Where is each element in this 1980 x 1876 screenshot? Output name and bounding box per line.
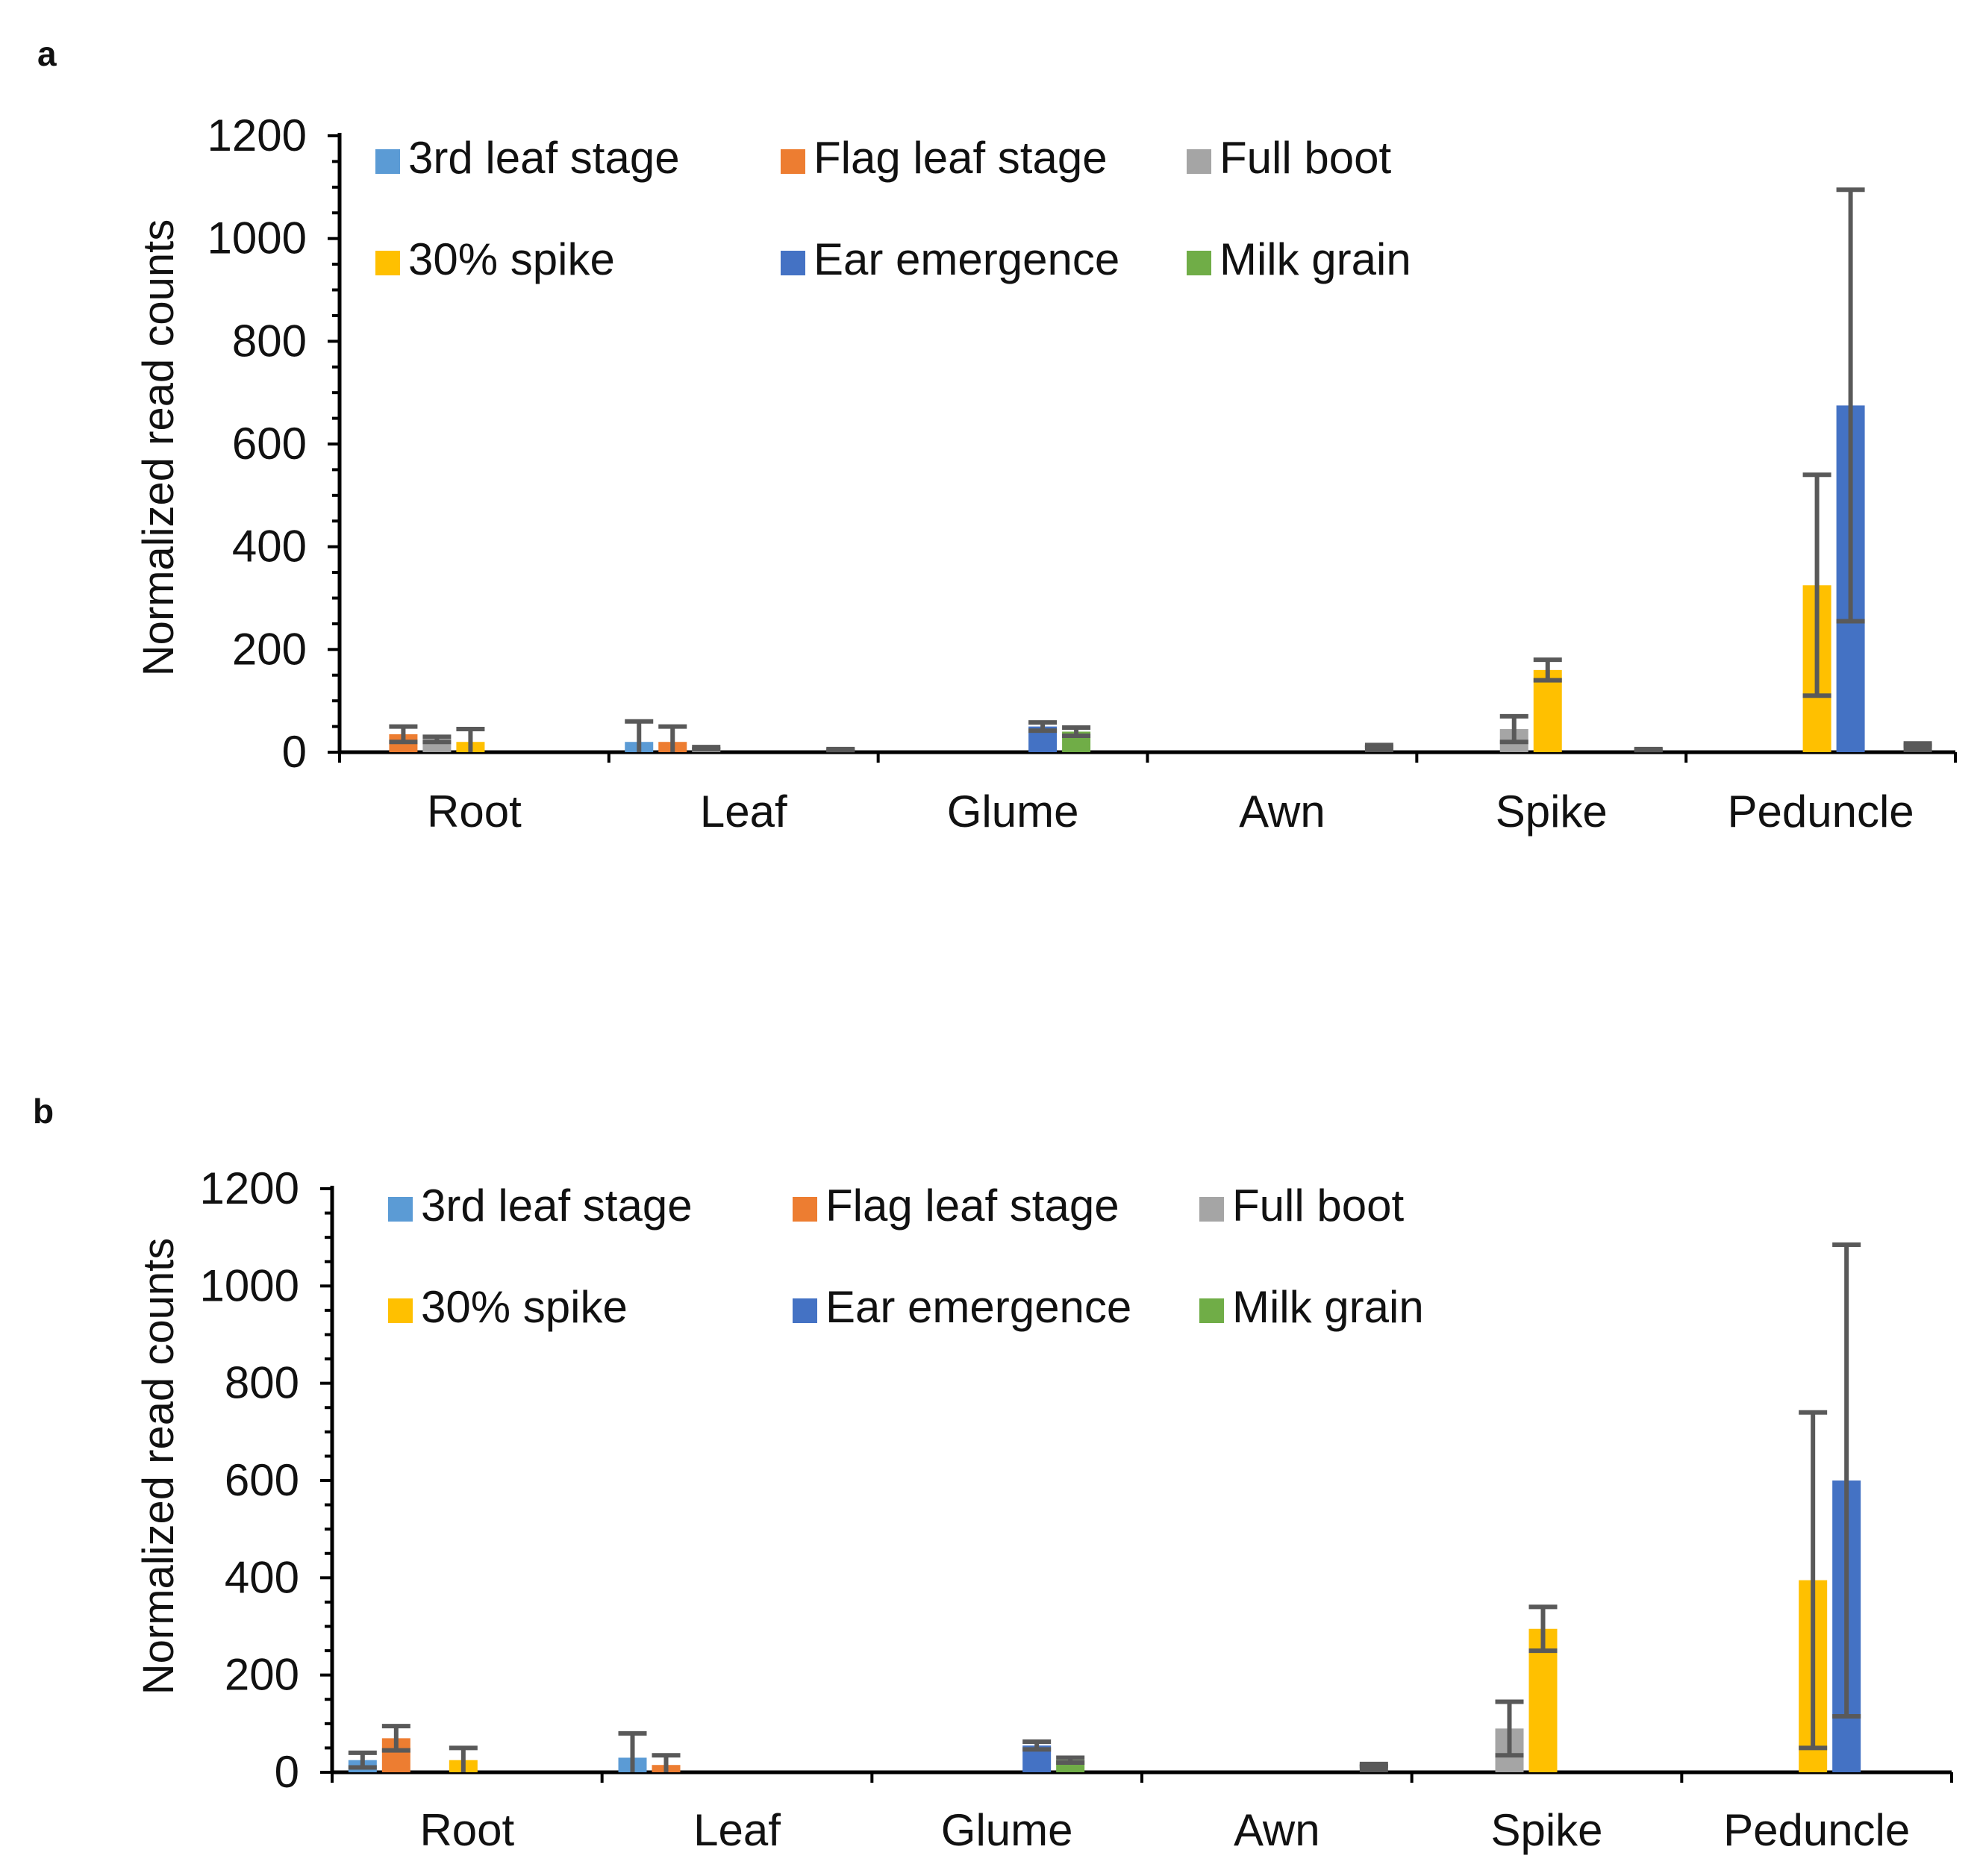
y-tick-label-b: 200: [225, 1650, 299, 1700]
bar-a: [1903, 744, 1932, 752]
y-tick-label-a: 200: [232, 624, 307, 674]
legend-label-b: 3rd leaf stage: [421, 1181, 693, 1231]
x-tick-label-b: Glume: [941, 1805, 1073, 1855]
x-tick-label-b: Leaf: [693, 1805, 781, 1855]
legend-swatch-a: [375, 149, 400, 174]
y-tick-label-a: 0: [282, 727, 307, 777]
panel-b: b Normalized read counts 0 200 400 600 800 10…: [33, 1092, 1953, 1855]
y-tick-label-b: 400: [225, 1552, 299, 1602]
legend-swatch-b: [388, 1197, 413, 1222]
y-axis-label-a: Normalized read counts: [134, 219, 183, 677]
legend-label-b: Ear emergence: [825, 1282, 1131, 1332]
y-tick-label-b: 600: [225, 1455, 299, 1505]
legend-swatch-b: [1199, 1298, 1224, 1323]
legend-swatch-a: [375, 251, 400, 275]
y-tick-label-a: 1200: [207, 110, 307, 160]
panel-label-a: a: [37, 34, 57, 73]
y-tick-label-a: 400: [232, 522, 307, 572]
legend-swatch-b: [793, 1197, 817, 1222]
x-tick-label-a: Peduncle: [1727, 787, 1914, 837]
y-tick-label-a: 600: [232, 419, 307, 469]
legend-swatch-b: [388, 1298, 413, 1323]
legend-label-b: Milk grain: [1232, 1282, 1424, 1332]
panel-label-b: b: [33, 1092, 54, 1131]
y-axis-label-b: Normalized read counts: [134, 1238, 183, 1695]
x-tick-label-a: Glume: [947, 787, 1079, 837]
legend-swatch-b: [1199, 1197, 1224, 1222]
y-tick-label-b: 1200: [200, 1163, 299, 1213]
legend-label-b: Flag leaf stage: [825, 1181, 1119, 1231]
y-tick-label-a: 1000: [207, 213, 307, 263]
x-tick-label-b: Spike: [1490, 1805, 1602, 1855]
x-tick-label-b: Peduncle: [1723, 1805, 1910, 1855]
legend-label-a: 30% spike: [408, 234, 615, 284]
legend-swatch-a: [781, 149, 805, 174]
legend-swatch-a: [1187, 149, 1211, 174]
legend-swatch-a: [1187, 251, 1211, 275]
legend-swatch-a: [781, 251, 805, 275]
legend-label-a: 3rd leaf stage: [408, 133, 680, 183]
x-tick-label-a: Root: [427, 787, 522, 837]
y-tick-label-b: 800: [225, 1358, 299, 1408]
bar-a: [1533, 669, 1562, 752]
x-tick-label-b: Root: [419, 1805, 514, 1855]
x-tick-label-b: Awn: [1234, 1805, 1320, 1855]
legend-label-a: Full boot: [1219, 133, 1391, 183]
panel-a: a Normalized read counts 0 200 400 600 800 10…: [37, 34, 1957, 837]
y-tick-label-b: 0: [275, 1747, 299, 1797]
x-tick-label-a: Awn: [1239, 787, 1325, 837]
y-tick-label-b: 1000: [200, 1260, 299, 1310]
legend-label-b: 30% spike: [421, 1282, 628, 1332]
legend-label-a: Ear emergence: [813, 234, 1119, 284]
x-tick-label-a: Leaf: [700, 787, 787, 837]
legend-swatch-b: [793, 1298, 817, 1323]
legend-label-a: Milk grain: [1219, 234, 1411, 284]
legend-label-a: Flag leaf stage: [813, 133, 1108, 183]
y-tick-label-a: 800: [232, 316, 307, 366]
legend-label-b: Full boot: [1232, 1181, 1404, 1231]
x-tick-label-a: Spike: [1496, 787, 1608, 837]
bar-b: [1359, 1765, 1388, 1772]
